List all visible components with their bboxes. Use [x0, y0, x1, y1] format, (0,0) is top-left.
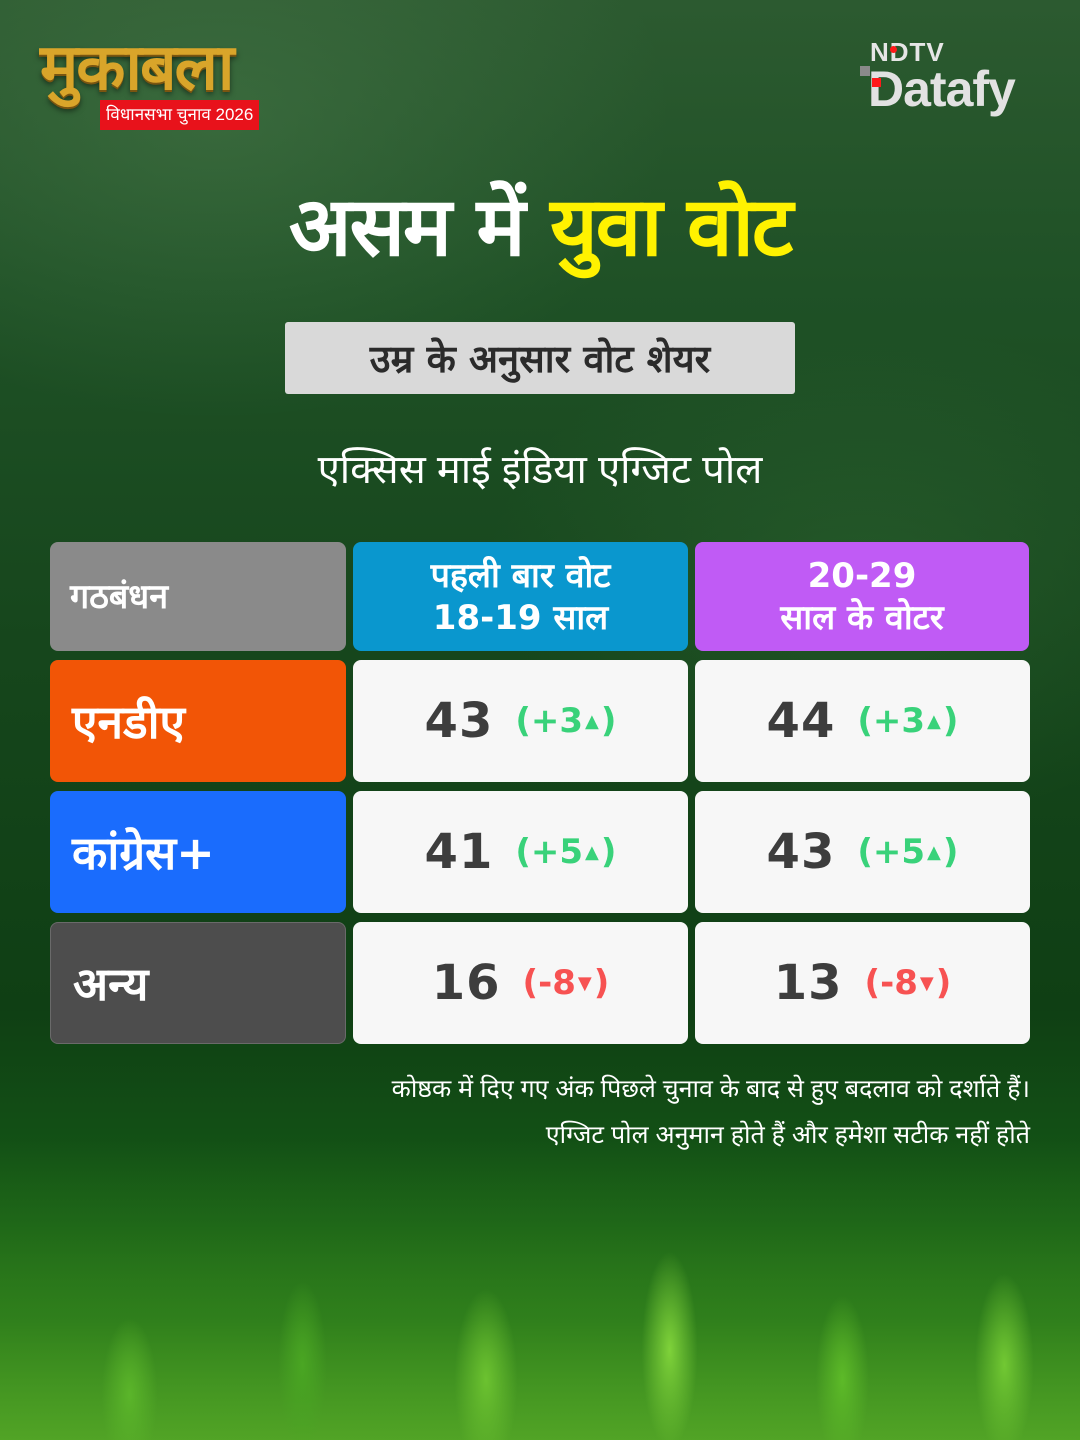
- others-first-time-value: 16 (-8 ▼): [353, 922, 688, 1044]
- change-badge: (-8 ▼): [864, 963, 952, 1003]
- subtitle-banner: उम्र के अनुसार वोट शेयर: [285, 322, 795, 394]
- tea-leaves-background: [0, 1140, 1080, 1440]
- mukabla-logo: मुकाबला विधानसभा चुनाव 2026: [40, 28, 290, 138]
- party-label: कांग्रेस+: [72, 826, 215, 880]
- header-first-line2: 18-19 साल: [432, 597, 609, 638]
- congress-first-time-value: 41 (+5 ▲): [353, 791, 688, 913]
- title-part1: असम में: [288, 180, 526, 275]
- footnote-line1: कोष्ठक में दिए गए अंक पिछले चुनाव के बाद…: [391, 1075, 1030, 1103]
- header-alliance: गठबंधन: [50, 542, 346, 651]
- show-logo-text: मुकाबला: [40, 31, 235, 105]
- arrow-up-icon: ▲: [585, 710, 599, 732]
- nda-young-value: 44 (+3 ▲): [695, 660, 1030, 782]
- subtitle-text: उम्र के अनुसार वोट शेयर: [369, 337, 711, 381]
- nda-first-time-value: 43 (+3 ▲): [353, 660, 688, 782]
- ndtv-datafy-logo: NDTV Datafy: [860, 38, 1050, 118]
- arrow-down-icon: ▼: [919, 972, 934, 994]
- change-value: +3: [530, 701, 584, 741]
- vote-share: 41: [424, 824, 494, 880]
- change-value: +5: [530, 832, 584, 872]
- party-nda: एनडीए: [50, 660, 346, 782]
- change-badge: (+5 ▲): [857, 832, 959, 872]
- header-alliance-label: गठबंधन: [70, 576, 169, 617]
- change-badge: (+3 ▲): [857, 701, 959, 741]
- ndtv-wordmark: NDTV: [870, 37, 945, 67]
- header-first-line1: पहली बार वोट: [430, 555, 611, 596]
- header-first-time-voters: पहली बार वोट 18-19 साल: [353, 542, 688, 651]
- vote-share: 13: [773, 955, 843, 1011]
- change-value: +3: [872, 701, 926, 741]
- show-subtitle-badge: विधानसभा चुनाव 2026: [100, 100, 260, 130]
- change-badge: (-8 ▼): [522, 963, 610, 1003]
- change-value: -8: [538, 963, 576, 1003]
- grey-square-icon: [860, 66, 870, 76]
- party-congress: कांग्रेस+: [50, 791, 346, 913]
- change-value: -8: [880, 963, 918, 1003]
- red-square-icon: [872, 78, 881, 87]
- title-highlight: युवा वोट: [550, 180, 793, 275]
- source-label: एक्सिस माई इंडिया एग्जिट पोल: [317, 448, 763, 492]
- others-young-value: 13 (-8 ▼): [695, 922, 1030, 1044]
- party-label: अन्य: [73, 957, 149, 1011]
- header-young-voters: 20-29 साल के वोटर: [695, 542, 1029, 651]
- arrow-up-icon: ▲: [585, 841, 599, 863]
- arrow-up-icon: ▲: [927, 841, 941, 863]
- party-others: अन्य: [50, 922, 346, 1044]
- vote-share: 43: [424, 693, 494, 749]
- footnotes: कोष्ठक में दिए गए अंक पिछले चुनाव के बाद…: [392, 1066, 1030, 1158]
- change-value: +5: [872, 832, 926, 872]
- vote-share: 43: [766, 824, 836, 880]
- arrow-up-icon: ▲: [927, 710, 941, 732]
- red-dot-icon: [890, 46, 897, 53]
- change-badge: (+3 ▲): [515, 701, 617, 741]
- page-title: असम में युवा वोट: [0, 178, 1080, 278]
- footnote-line2: एग्जिट पोल अनुमान होते हैं और हमेशा सटीक…: [545, 1121, 1030, 1149]
- vote-share: 16: [431, 955, 501, 1011]
- party-label: एनडीए: [72, 695, 185, 749]
- vote-share: 44: [766, 693, 836, 749]
- header-young-line2: साल के वोटर: [780, 597, 944, 638]
- datafy-wordmark: Datafy: [868, 61, 1016, 117]
- congress-young-value: 43 (+5 ▲): [695, 791, 1030, 913]
- header-young-line1: 20-29: [807, 555, 917, 596]
- change-badge: (+5 ▲): [515, 832, 617, 872]
- arrow-down-icon: ▼: [577, 972, 592, 994]
